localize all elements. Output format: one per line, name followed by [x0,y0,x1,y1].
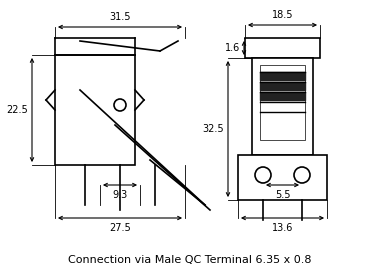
Text: 5.5: 5.5 [275,190,290,200]
Text: 32.5: 32.5 [203,124,224,134]
Bar [238,155,327,200]
Text: 22.5: 22.5 [6,105,28,115]
Text: Connection via Male QC Terminal 6.35 x 0.8: Connection via Male QC Terminal 6.35 x 0… [68,255,312,265]
Text: 18.5: 18.5 [272,10,293,20]
Text: 31.5: 31.5 [109,12,131,22]
Bar [260,65,305,140]
Text: 9.3: 9.3 [112,190,128,200]
Text: 13.6: 13.6 [272,223,293,233]
Bar [245,38,320,58]
Text: 27.5: 27.5 [109,223,131,233]
Bar [252,58,313,155]
Bar [55,55,135,165]
Text: 1.6: 1.6 [225,43,240,53]
